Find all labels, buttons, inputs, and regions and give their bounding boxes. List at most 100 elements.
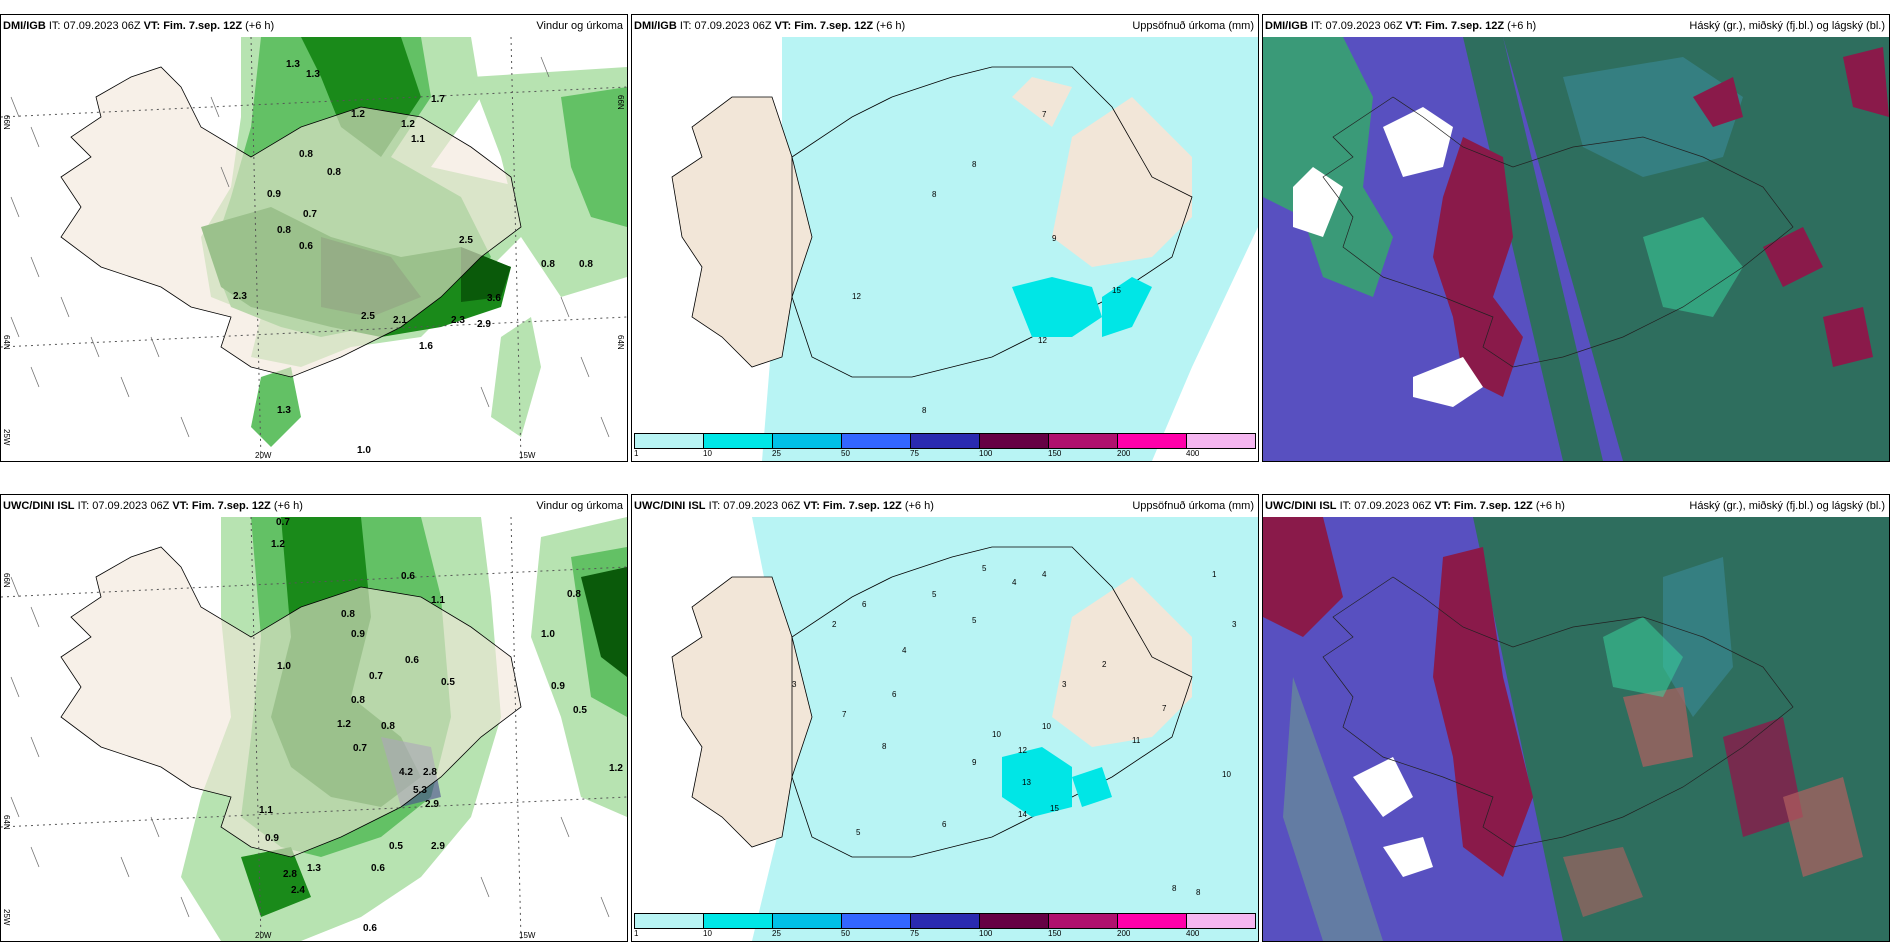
map-value-label: 7 (1162, 704, 1167, 713)
colorbar-label: 100 (979, 929, 993, 938)
accum-precip-map: 7 8 8 9 12 8 12 15 (632, 37, 1258, 461)
colorbar-segment (841, 913, 911, 929)
map-value-label: 5 (856, 828, 861, 837)
lat-label: 66N (2, 115, 11, 130)
valid-time: VT: Fim. 7.sep. 12Z (774, 20, 874, 32)
panel-header: UWC/DINI ISL IT: 07.09.2023 06Z VT: Fim.… (1, 495, 627, 517)
map-value-label: 1 (1212, 570, 1217, 579)
precip-label: 2.1 (393, 315, 407, 326)
model-source: DMI/IGB (3, 20, 46, 32)
accum-label: 9 (1052, 234, 1057, 243)
cloud-map (1263, 37, 1889, 461)
colorbar-label: 150 (1048, 449, 1062, 458)
map-value-label: 2.4 (291, 885, 305, 896)
colorbar-segment (1048, 433, 1118, 449)
map-value-label: 0.6 (363, 923, 377, 934)
precip-label: 0.8 (299, 149, 313, 160)
panel-header: DMI/IGB IT: 07.09.2023 06Z VT: Fim. 7.se… (1263, 15, 1889, 37)
map-value-label: 1.0 (277, 661, 291, 672)
valid-time: VT: Fim. 7.sep. 12Z (172, 500, 271, 512)
colorbar-label: 10 (703, 929, 712, 938)
map-value-label: 5 (972, 616, 977, 625)
map-value-label: 0.8 (381, 721, 395, 732)
colorbar: 1 10 25 50 75 100 150 200 400 (634, 913, 1256, 939)
panel-title: Vindur og úrkoma (536, 500, 623, 512)
init-time: IT: 07.09.2023 06Z (1339, 500, 1432, 512)
map-value-label: 8 (1196, 888, 1201, 897)
lead-time: (+6 h) (1507, 20, 1537, 32)
accum-precip-map: 5 5 4 4 6 2 3 4 5 6 7 8 9 10 12 13 14 15… (632, 517, 1258, 941)
colorbar-segment (634, 913, 704, 929)
panel-title: Háský (gr.), miðský (fj.bl.) og lágský (… (1689, 20, 1885, 32)
model-source: DMI/IGB (634, 20, 677, 32)
lead-time: (+6 h) (876, 20, 906, 32)
colorbar-segment (1117, 913, 1187, 929)
precip-label: 1.7 (431, 94, 445, 105)
precip-map: 0.7 1.2 0.6 0.8 0.9 1.1 1.0 0.7 0.6 0.8 … (1, 517, 627, 941)
lat-label: 64N (616, 335, 625, 350)
map-value-label: 12 (1018, 746, 1027, 755)
map-value-label: 1.3 (307, 863, 321, 874)
lat-label: 66N (616, 95, 625, 110)
panel-title: Vindur og úrkoma (536, 20, 623, 32)
panel-dmi-clouds: DMI/IGB IT: 07.09.2023 06Z VT: Fim. 7.se… (1262, 14, 1890, 462)
colorbar-label: 50 (841, 929, 850, 938)
panel-dmi-wind-precip: DMI/IGB IT: 07.09.2023 06Z VT: Fim. 7.se… (0, 14, 628, 462)
precip-label: 2.3 (233, 291, 247, 302)
colorbar-label: 1 (634, 449, 639, 458)
colorbar-label: 50 (841, 449, 850, 458)
lead-time: (+6 h) (273, 500, 303, 512)
map-value-label: 4 (902, 646, 907, 655)
lead-time: (+6 h) (904, 500, 934, 512)
colorbar-label: 25 (772, 449, 781, 458)
model-source: UWC/DINI ISL (3, 500, 75, 512)
precip-label: 1.0 (357, 445, 371, 456)
lon-label: 20W (255, 931, 272, 940)
map-value-label: 5.3 (413, 785, 427, 796)
map-value-label: 14 (1018, 810, 1027, 819)
map-value-label: 4 (1012, 578, 1017, 587)
map-value-label: 3 (792, 680, 797, 689)
colorbar-segment (1117, 433, 1187, 449)
accum-label: 8 (922, 406, 927, 415)
precip-label: 2.9 (477, 319, 491, 330)
map-value-label: 1.0 (541, 629, 555, 640)
map-value-label: 8 (1172, 884, 1177, 893)
colorbar: 1 10 25 50 75 100 150 200 400 (634, 433, 1256, 459)
model-source: DMI/IGB (1265, 20, 1308, 32)
map-value-label: 4.2 (399, 767, 413, 778)
lon-label: 25W (2, 429, 11, 446)
map-value-label: 2 (1102, 660, 1107, 669)
accum-label: 12 (852, 292, 861, 301)
lat-label: 64N (2, 335, 11, 350)
colorbar-segment (979, 913, 1049, 929)
lon-label: 20W (255, 451, 272, 460)
colorbar-label: 100 (979, 449, 993, 458)
init-time: IT: 07.09.2023 06Z (77, 500, 170, 512)
colorbar-segment (979, 433, 1049, 449)
lead-time: (+6 h) (1535, 500, 1565, 512)
map-value-label: 1.2 (271, 539, 285, 550)
map-value-label: 6 (862, 600, 867, 609)
panel-header: DMI/IGB IT: 07.09.2023 06Z VT: Fim. 7.se… (632, 15, 1258, 37)
map-value-label: 0.5 (441, 677, 455, 688)
colorbar-segment (634, 433, 704, 449)
colorbar-segment (841, 433, 911, 449)
map-value-label: 7 (842, 710, 847, 719)
colorbar-label: 75 (910, 929, 919, 938)
map-value-label: 3 (1232, 620, 1237, 629)
valid-time: VT: Fim. 7.sep. 12Z (1434, 500, 1533, 512)
map-value-label: 2.9 (425, 799, 439, 810)
lead-time: (+6 h) (245, 20, 275, 32)
panel-uwc-clouds: UWC/DINI ISL IT: 07.09.2023 06Z VT: Fim.… (1262, 494, 1890, 942)
model-source: UWC/DINI ISL (634, 500, 706, 512)
colorbar-label: 75 (910, 449, 919, 458)
colorbar-segment (703, 913, 773, 929)
map-value-label: 6 (892, 690, 897, 699)
precip-label: 0.9 (267, 189, 281, 200)
colorbar-segment (910, 433, 980, 449)
valid-time: VT: Fim. 7.sep. 12Z (1405, 20, 1505, 32)
precip-label: 1.6 (419, 341, 433, 352)
colorbar-label: 1 (634, 929, 639, 938)
map-value-label: 10 (1042, 722, 1051, 731)
